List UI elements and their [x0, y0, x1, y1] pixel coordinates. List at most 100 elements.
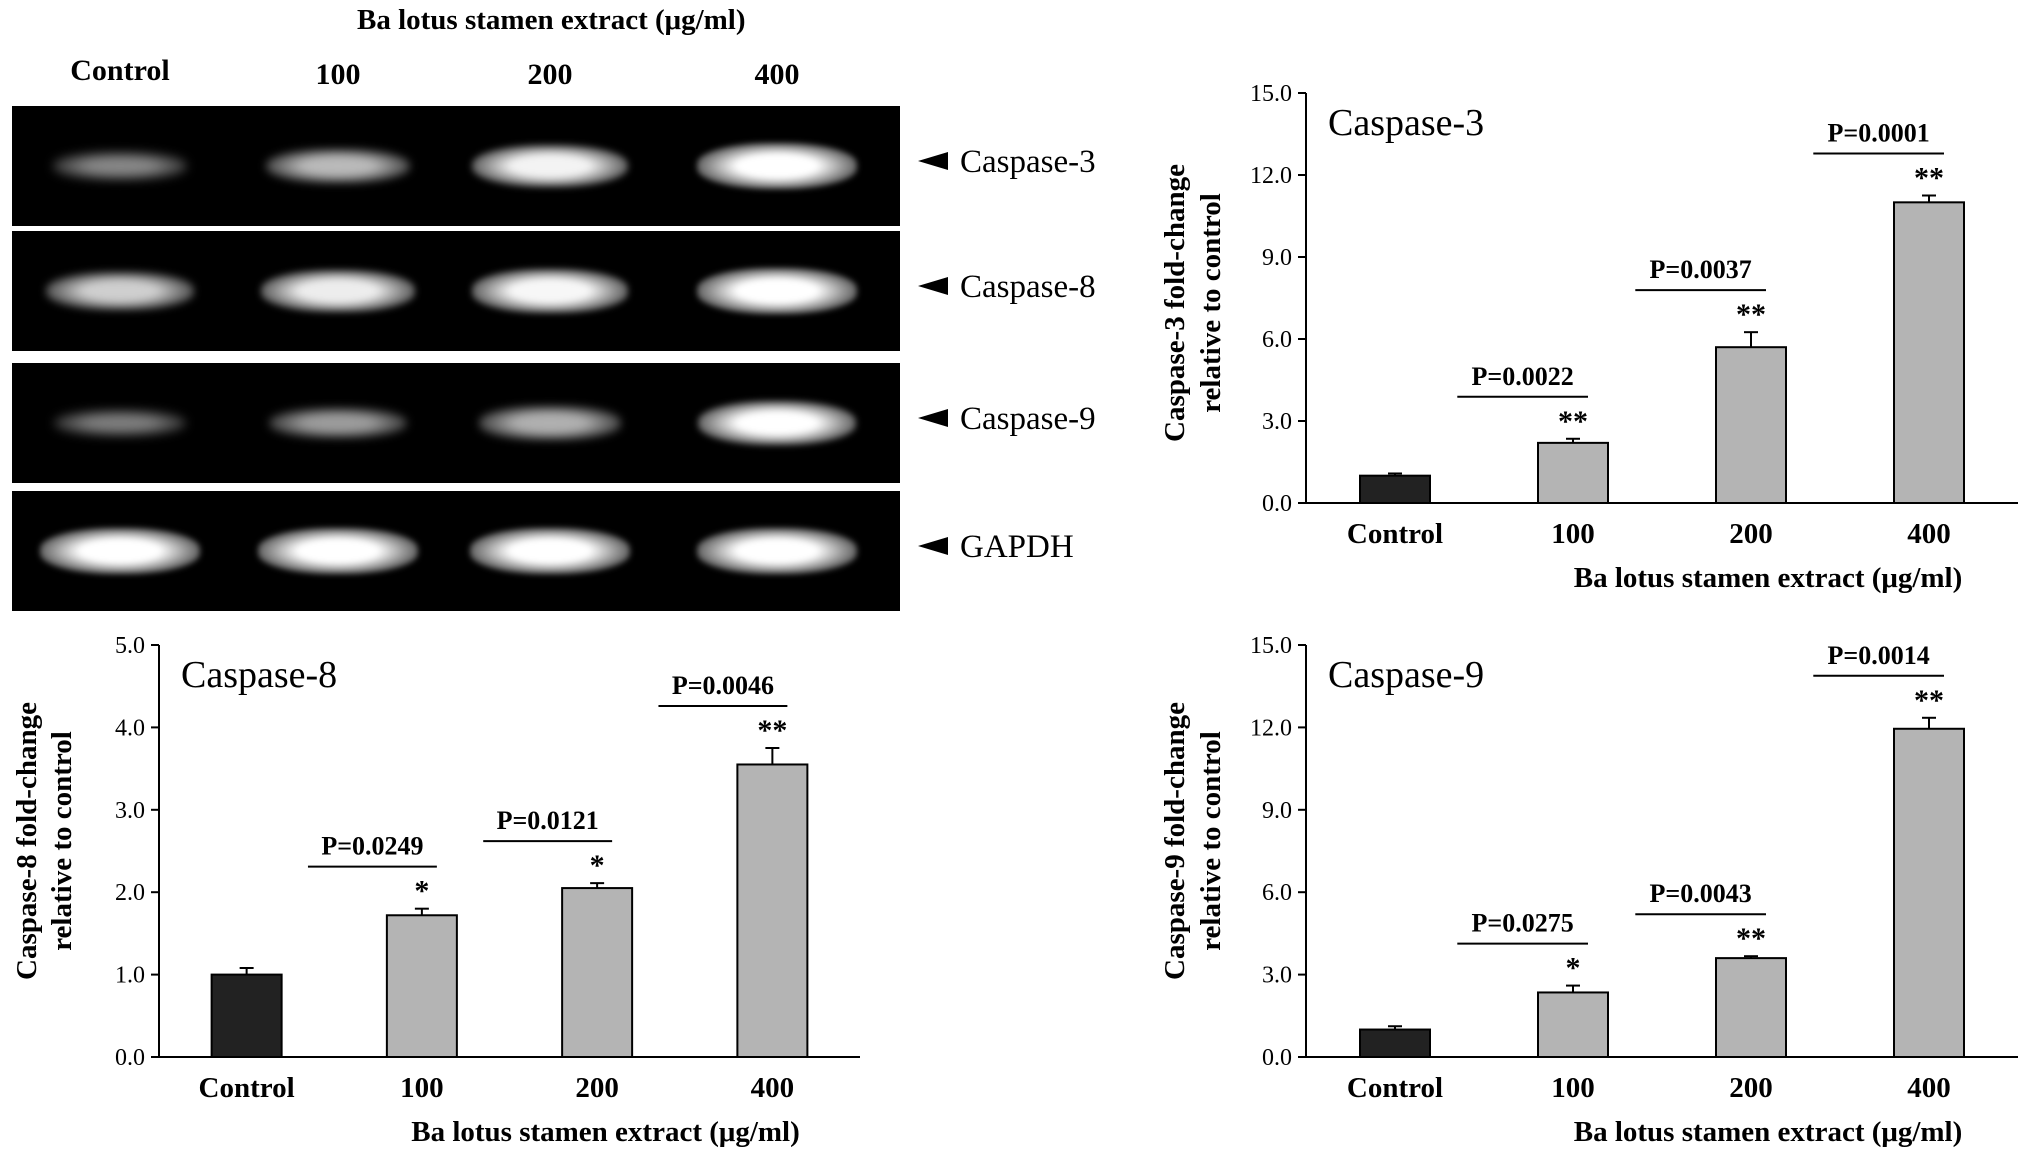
gel-band: [46, 272, 194, 310]
gel-band: [470, 528, 630, 574]
chart-title: Caspase-3: [1328, 102, 1484, 144]
gel-band: [472, 269, 628, 313]
gel-lane-header: 100: [315, 58, 361, 91]
gel-band: [698, 400, 856, 446]
bar: [385, 914, 458, 1058]
gel-band: [472, 144, 628, 188]
gel-panel-caspase-9: [12, 363, 900, 483]
bar: [1893, 201, 1965, 504]
gel-lane-header: 400: [754, 58, 800, 91]
x-tick-label: 200: [575, 1072, 619, 1104]
y-tick-label: 0.0: [115, 1045, 145, 1071]
gel-band: [40, 528, 200, 574]
gel-row-label-text: GAPDH: [960, 529, 1074, 565]
bar: [1715, 957, 1787, 1058]
y-tick-label: 3.0: [1262, 409, 1292, 435]
x-tick-label: Control: [199, 1072, 295, 1104]
arrow-left-icon: [918, 152, 948, 171]
significance-marker: *: [590, 849, 605, 882]
x-tick-label: 400: [751, 1072, 795, 1104]
gel-row-label-text: Caspase-8: [960, 269, 1096, 305]
significance-marker: *: [414, 875, 429, 908]
bar: [1537, 991, 1609, 1059]
p-value-label: P=0.0022: [1472, 362, 1574, 391]
gel-band: [266, 148, 410, 184]
gel-lane-header: 200: [527, 58, 573, 91]
y-tick-label: 0.0: [1262, 491, 1292, 517]
gel-band: [697, 268, 857, 314]
significance-marker: **: [1914, 684, 1944, 717]
significance-marker: **: [1558, 405, 1588, 438]
x-tick-label: Control: [1347, 518, 1443, 550]
arrow-left-icon: [918, 277, 948, 296]
y-tick-label: 1.0: [115, 963, 145, 989]
x-tick-label: 100: [1551, 518, 1595, 550]
chart-title: Caspase-8: [181, 654, 337, 696]
x-tick-label: 100: [400, 1072, 444, 1104]
y-tick-label: 6.0: [1262, 880, 1292, 906]
y-axis-label: relative to control: [1195, 193, 1227, 413]
gel-band: [479, 406, 621, 440]
y-tick-label: 12.0: [1250, 715, 1292, 741]
gel-band: [697, 528, 857, 574]
y-axis-label: Caspase-3 fold-change: [1159, 164, 1191, 442]
chart-title: Caspase-9: [1328, 654, 1484, 696]
y-axis-label: Caspase-8 fold-change: [11, 702, 43, 980]
p-value-label: P=0.0121: [497, 806, 599, 835]
gel-title: Ba lotus stamen extract (μg/ml): [357, 4, 746, 36]
gel-panel-caspase-8: [12, 231, 900, 351]
p-value-label: P=0.0001: [1828, 119, 1930, 148]
y-tick-label: 4.0: [115, 715, 145, 741]
arrow-left-icon: [918, 537, 948, 556]
gel-row-label: GAPDH: [918, 529, 1074, 566]
gel-panel-caspase-3: [12, 106, 900, 226]
significance-marker: *: [1566, 952, 1581, 985]
p-value-label: P=0.0275: [1472, 909, 1574, 938]
p-value-label: P=0.0043: [1650, 879, 1752, 908]
y-axis-label: Caspase-9 fold-change: [1159, 702, 1191, 980]
y-tick-label: 9.0: [1262, 245, 1292, 271]
gel-panel-gapdh: [12, 491, 900, 611]
y-axis-label: relative to control: [1195, 731, 1227, 951]
x-tick-label: Control: [1347, 1072, 1443, 1104]
gel-band: [54, 409, 186, 437]
caspase-9-chart: 0.0 3.0 6.0 9.0 12.0 15.0 Control * 100 ** 200 ** 40…: [1159, 633, 2018, 1148]
y-tick-label: 6.0: [1262, 327, 1292, 353]
x-tick-label: 400: [1907, 518, 1951, 550]
bar: [1715, 346, 1787, 505]
x-tick-label: 200: [1729, 1072, 1773, 1104]
x-tick-label: 100: [1551, 1072, 1595, 1104]
gel-band: [269, 407, 407, 439]
p-value-label: P=0.0249: [321, 832, 423, 861]
gel-band: [258, 528, 418, 574]
x-tick-label: 400: [1907, 1072, 1951, 1104]
gel-row-label: Caspase-8: [918, 269, 1096, 306]
significance-marker: **: [757, 714, 787, 747]
y-tick-label: 12.0: [1250, 163, 1292, 189]
x-tick-label: 200: [1729, 518, 1773, 550]
bar: [1893, 727, 1965, 1058]
y-tick-label: 3.0: [115, 798, 145, 824]
gel-band: [53, 152, 187, 180]
y-tick-label: 2.0: [115, 880, 145, 906]
p-value-label: P=0.0014: [1828, 641, 1930, 670]
p-value-label: P=0.0037: [1650, 255, 1752, 284]
significance-marker: **: [1736, 298, 1766, 331]
arrow-left-icon: [918, 409, 948, 428]
gel-row-label: Caspase-9: [918, 401, 1096, 438]
gel-row-label: Caspase-3: [918, 144, 1096, 181]
bar: [736, 763, 809, 1058]
bar: [1359, 474, 1431, 504]
x-axis-label: Ba lotus stamen extract (μg/ml): [1574, 562, 1963, 594]
y-tick-label: 5.0: [115, 633, 145, 659]
x-axis-label: Ba lotus stamen extract (μg/ml): [1574, 1116, 1963, 1148]
significance-marker: **: [1736, 922, 1766, 955]
gel-row-label-text: Caspase-3: [960, 144, 1096, 180]
caspase-8-chart: 0.0 1.0 2.0 3.0 4.0 5.0 Control * 100 * 200 ** 400 P=…: [11, 633, 860, 1148]
x-axis-label: Ba lotus stamen extract (μg/ml): [411, 1116, 800, 1148]
gel-row-label-text: Caspase-9: [960, 401, 1096, 437]
significance-marker: **: [1914, 162, 1944, 195]
bar: [1537, 441, 1609, 505]
caspase-3-chart: 0.0 3.0 6.0 9.0 12.0 15.0 Control ** 100 ** 200 ** 4…: [1159, 81, 2018, 594]
y-tick-label: 15.0: [1250, 81, 1292, 107]
